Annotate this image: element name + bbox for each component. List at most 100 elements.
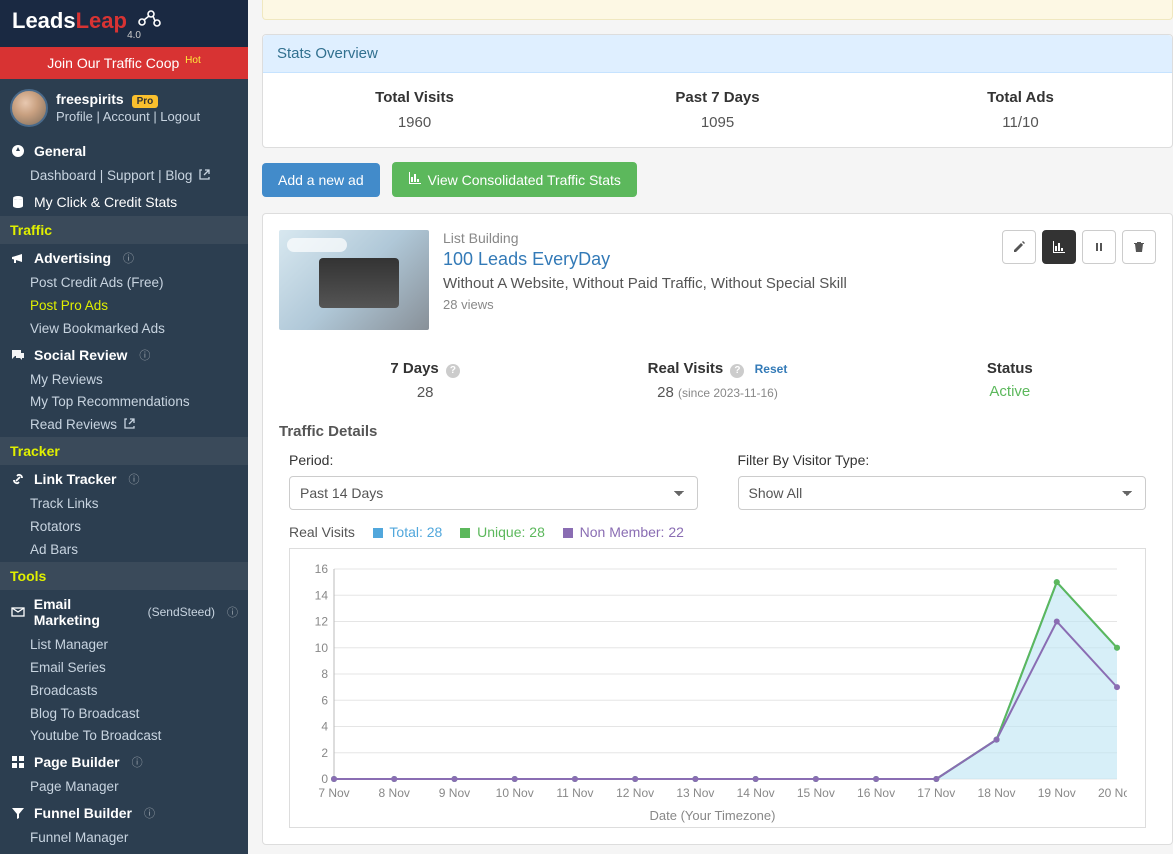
period-label: Period: [289, 452, 698, 468]
ad-desc: Without A Website, Without Paid Traffic,… [443, 273, 847, 294]
help-icon[interactable]: ? [446, 364, 460, 378]
chart-legend: Real Visits Total: 28 Unique: 28 Non Mem… [289, 524, 1146, 540]
nav-header-tools: Tools [0, 562, 248, 590]
legend-unique[interactable]: Unique: 28 [460, 524, 549, 540]
link-icon [10, 472, 26, 486]
main-content: Stats Overview Total Visits 1960 Past 7 … [248, 0, 1173, 854]
svg-text:14 Nov: 14 Nov [737, 786, 775, 800]
legend-nonmember[interactable]: Non Member: 22 [563, 524, 684, 540]
svg-text:18 Nov: 18 Nov [978, 786, 1016, 800]
ad-thumbnail[interactable] [279, 230, 429, 330]
alert-strip [262, 0, 1173, 20]
bullhorn-icon [10, 251, 26, 265]
nav-lt-sub1[interactable]: Track Links [0, 493, 248, 516]
legend-title: Real Visits [289, 524, 355, 540]
period-select[interactable]: Past 14 Days [289, 476, 698, 510]
nav-advertising[interactable]: Advertising ⓘ [0, 244, 248, 272]
svg-text:20 Nov: 20 Nov [1098, 786, 1127, 800]
logo[interactable]: LeadsLeap 4.0 [0, 0, 248, 47]
stat-total-ads: Total Ads 11/10 [869, 89, 1172, 131]
join-coop-badge: Hot [185, 55, 201, 66]
svg-text:16: 16 [315, 563, 329, 576]
pause-button[interactable] [1082, 230, 1116, 264]
reset-link[interactable]: Reset [755, 362, 788, 376]
help-icon[interactable]: ⓘ [129, 471, 140, 487]
nav-em-sub1[interactable]: List Manager [0, 634, 248, 657]
nav-adv-sub1[interactable]: Post Credit Ads (Free) [0, 272, 248, 295]
ad-title[interactable]: 100 Leads EveryDay [443, 249, 847, 270]
delete-button[interactable] [1122, 230, 1156, 264]
ad-card: List Building 100 Leads EveryDay Without… [262, 213, 1173, 845]
svg-text:2: 2 [321, 746, 328, 760]
ad-stat-7days: 7 Days ? 28 [279, 360, 571, 401]
visitor-select[interactable]: Show All [738, 476, 1147, 510]
svg-text:13 Nov: 13 Nov [676, 786, 714, 800]
help-icon[interactable]: ⓘ [227, 604, 238, 620]
nav-email[interactable]: Email Marketing (SendSteed) ⓘ [0, 590, 248, 634]
help-icon[interactable]: ⓘ [144, 805, 155, 821]
ad-stat-label: Real Visits [648, 360, 724, 377]
help-icon[interactable]: ⓘ [132, 754, 143, 770]
visitor-filter: Filter By Visitor Type: Show All [738, 452, 1147, 510]
database-icon [10, 195, 26, 209]
nav-advertising-label: Advertising [34, 250, 111, 266]
nav-adv-sub2[interactable]: Post Pro Ads [0, 295, 248, 318]
help-icon[interactable]: ? [730, 364, 744, 378]
view-consolidated-button[interactable]: View Consolidated Traffic Stats [392, 162, 637, 197]
nav-funnel-builder[interactable]: Funnel Builder ⓘ [0, 799, 248, 827]
traffic-details-title: Traffic Details [279, 423, 1156, 440]
svg-text:8 Nov: 8 Nov [379, 786, 410, 800]
nav-click-credit-label: My Click & Credit Stats [34, 194, 177, 210]
chat-icon [10, 348, 26, 362]
edit-button[interactable] [1002, 230, 1036, 264]
legend-swatch-nonmember [563, 528, 573, 538]
legend-swatch-unique [460, 528, 470, 538]
nav-header-tracker: Tracker [0, 437, 248, 465]
svg-text:11 Nov: 11 Nov [556, 786, 593, 800]
nav-social-sub2[interactable]: My Top Recommendations [0, 391, 248, 414]
nav-click-credit[interactable]: My Click & Credit Stats [0, 188, 248, 216]
svg-text:16 Nov: 16 Nov [857, 786, 895, 800]
nav-em-sub3[interactable]: Broadcasts [0, 680, 248, 703]
svg-text:8: 8 [321, 667, 328, 681]
dashboard-icon [10, 144, 26, 158]
help-icon[interactable]: ⓘ [123, 250, 134, 266]
nav-general[interactable]: General [0, 137, 248, 165]
help-icon[interactable]: ⓘ [139, 347, 150, 363]
ad-stat-status-value: Active [864, 383, 1156, 400]
legend-total[interactable]: Total: 28 [373, 524, 446, 540]
nav-link-tracker[interactable]: Link Tracker ⓘ [0, 465, 248, 493]
user-links[interactable]: Profile | Account | Logout [56, 109, 200, 126]
ad-actions [1002, 230, 1156, 264]
nav-adv-sub3[interactable]: View Bookmarked Ads [0, 318, 248, 341]
svg-text:14: 14 [315, 588, 329, 602]
ad-views: 28 views [443, 297, 847, 312]
ad-stat-since: (since 2023-11-16) [678, 386, 778, 400]
nav-pb-sub1[interactable]: Page Manager [0, 776, 248, 799]
nav-form-popup[interactable]: Form / Popup Creator ⓘ [0, 850, 248, 854]
nav-general-dash[interactable]: Dashboard | Support | Blog [0, 165, 248, 188]
join-coop-button[interactable]: Join Our Traffic Coop Hot [0, 47, 248, 79]
add-ad-button[interactable]: Add a new ad [262, 163, 380, 197]
username: freespirits [56, 91, 124, 107]
avatar[interactable] [10, 89, 48, 127]
nav-social-sub3[interactable]: Read Reviews [0, 414, 248, 437]
nav-em-sub5[interactable]: Youtube To Broadcast [0, 725, 248, 748]
nav-lt-sub2[interactable]: Rotators [0, 516, 248, 539]
nav-lt-sub3[interactable]: Ad Bars [0, 539, 248, 562]
stats-button[interactable] [1042, 230, 1076, 264]
svg-text:9 Nov: 9 Nov [439, 786, 470, 800]
svg-text:15 Nov: 15 Nov [797, 786, 835, 800]
nav-header-traffic: Traffic [0, 216, 248, 244]
nav-fb-sub1[interactable]: Funnel Manager [0, 827, 248, 850]
nav-social-sub1[interactable]: My Reviews [0, 369, 248, 392]
nav-page-builder[interactable]: Page Builder ⓘ [0, 748, 248, 776]
stat-value: 1095 [566, 114, 869, 131]
ad-stat-label: 7 Days [390, 360, 438, 377]
nav-em-sub4[interactable]: Blog To Broadcast [0, 703, 248, 726]
nav-em-sub2[interactable]: Email Series [0, 657, 248, 680]
svg-text:7 Nov: 7 Nov [318, 786, 349, 800]
nav-social[interactable]: Social Review ⓘ [0, 341, 248, 369]
stat-value: 1960 [263, 114, 566, 131]
nav-funnel-builder-label: Funnel Builder [34, 805, 132, 821]
